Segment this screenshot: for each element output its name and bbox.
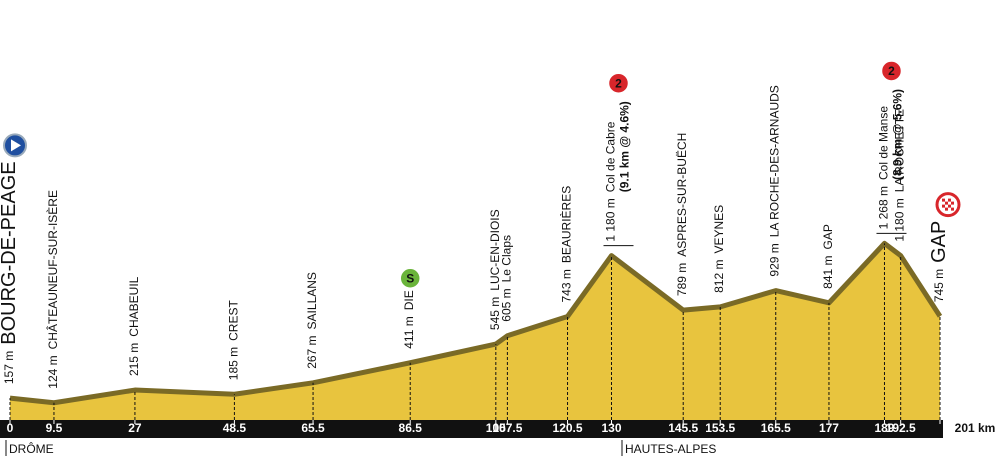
place-name: BOURG-DE-PÉAGE — [0, 161, 20, 344]
finish-check — [951, 201, 954, 205]
waypoint-label: 812 m VEYNES — [712, 205, 726, 293]
waypoint-label: 605 m Le Claps — [500, 235, 514, 322]
altitude-label: 745 m — [932, 269, 946, 302]
x-tick-label: 107.5 — [492, 421, 522, 435]
place-name: LA ROCHE-DES-ARNAUDS — [768, 85, 782, 237]
km-axis-bar — [0, 420, 943, 438]
x-tick-label: 65.5 — [301, 421, 325, 435]
waypoint-label: 185 m CREST — [227, 300, 241, 381]
altitude-label: 124 m — [46, 355, 60, 388]
waypoint-label: 545 m LUC-EN-DIOIS — [488, 209, 502, 330]
altitude-label: 411 m — [402, 316, 416, 348]
x-tick-label: 130 — [601, 421, 621, 435]
climb-note: (9.1 km @ 4.6%) — [618, 101, 632, 192]
place-name: CHÂTEAUNEUF-SUR-ISÈRE — [45, 190, 60, 349]
x-tick-label: 120.5 — [553, 421, 583, 435]
altitude-label: 789 m — [675, 263, 689, 296]
x-tick-label: 189 — [874, 421, 894, 435]
finish-check — [945, 201, 948, 205]
place-name: Col de Cabre — [604, 121, 618, 192]
x-tick-label: 153.5 — [705, 421, 735, 435]
altitude-label: 545 m — [488, 297, 502, 330]
place-name: GAP — [821, 224, 835, 249]
x-tick-label: 0 — [7, 421, 14, 435]
place-name: LUC-EN-DIOIS — [488, 209, 502, 290]
place-name: DIE — [402, 290, 416, 310]
badge — [880, 60, 903, 82]
region-label: DRÔME — [9, 441, 54, 456]
altitude-label: 743 m — [560, 269, 574, 302]
x-tick-label: 201 km — [955, 421, 996, 435]
altitude-label: 1 268 m — [877, 186, 891, 229]
x-tick-label: 48.5 — [223, 421, 247, 435]
x-tick-label: 165.5 — [761, 421, 791, 435]
finish-check — [945, 207, 948, 211]
altitude-label: 605 m — [500, 288, 514, 321]
place-name: Col de Manse — [877, 106, 891, 180]
waypoint-label: 743 m BEAURIÈRES — [559, 186, 574, 303]
climb-note: (8.9 km @ 5.6%) — [891, 89, 905, 180]
waypoint-label: 124 m CHÂTEAUNEUF-SUR-ISÈRE — [45, 190, 60, 389]
badge-label: S — [406, 271, 414, 285]
finish-check — [942, 204, 945, 208]
place-name: ASPRES-SUR-BUËCH — [675, 133, 689, 257]
place-name: LA ROCHETTE — [893, 109, 907, 192]
waypoint-label: 789 m ASPRES-SUR-BUËCH — [675, 133, 689, 296]
profile-line — [9, 240, 943, 406]
badge-label: 2 — [615, 76, 622, 90]
waypoint-label: 745 m GAP — [928, 221, 950, 303]
altitude-label: 185 m — [227, 347, 241, 380]
place-name: BEAURIÈRES — [559, 186, 574, 263]
waypoint-label: 267 m SAILLANS — [305, 272, 319, 369]
x-tick-label: 177 — [819, 421, 839, 435]
profile-area — [10, 243, 940, 420]
altitude-label: 929 m — [768, 243, 782, 276]
waypoint-label: 841 m GAP — [821, 224, 835, 289]
x-tick-label: 9.5 — [46, 421, 63, 435]
waypoint-label: 215 m CHABEUIL — [127, 276, 141, 376]
x-tick-label: 192.5 — [886, 421, 916, 435]
altitude-label: 157 m — [2, 351, 16, 384]
place-name: CREST — [227, 300, 241, 341]
place-name: GAP — [928, 221, 950, 263]
waypoint-label: 1 180 m Col de Cabre — [604, 121, 618, 241]
x-tick-label: 145.5 — [668, 421, 698, 435]
x-tick-label: 86.5 — [399, 421, 423, 435]
finish-check — [948, 204, 951, 208]
x-tick-label: 27 — [128, 421, 142, 435]
altitude-label: 1 180 m — [893, 198, 907, 241]
start-arrow — [11, 139, 21, 152]
waypoint-label: 411 m DIE — [402, 290, 416, 348]
altitude-label: 215 m — [127, 343, 141, 376]
altitude-label: 841 m — [821, 256, 835, 289]
badge-label: 2 — [888, 64, 895, 78]
region-label: HAUTES-ALPES — [625, 442, 716, 456]
finish-check — [951, 207, 954, 211]
altitude-label: 812 m — [712, 260, 726, 293]
finish-check — [942, 198, 945, 202]
altitude-label: 267 m — [305, 335, 319, 368]
waypoint-label: 929 m LA ROCHE-DES-ARNAUDS — [768, 85, 782, 276]
waypoint-label: 1 180 m LA ROCHETTE — [893, 109, 907, 242]
x-tick-label: 105 — [486, 421, 506, 435]
place-name: Le Claps — [500, 235, 514, 282]
waypoint-label: 157 m BOURG-DE-PÉAGE — [0, 161, 20, 384]
waypoint-label: 1 268 m Col de Manse — [877, 106, 891, 230]
badge — [399, 267, 421, 290]
finish-check — [948, 198, 951, 202]
place-name: VEYNES — [712, 205, 726, 254]
altitude-label: 1 180 m — [604, 198, 618, 241]
place-name: CHABEUIL — [127, 276, 141, 336]
place-name: SAILLANS — [305, 272, 319, 329]
badge — [607, 72, 630, 94]
